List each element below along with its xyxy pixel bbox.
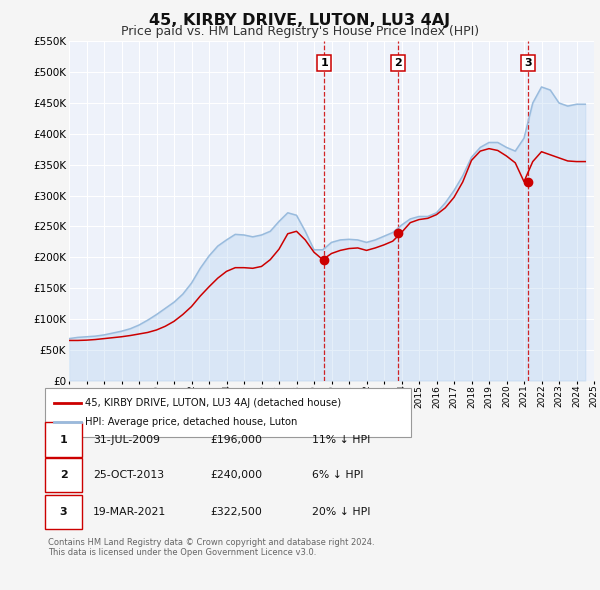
Text: 1: 1 <box>320 58 328 68</box>
Text: HPI: Average price, detached house, Luton: HPI: Average price, detached house, Luto… <box>85 417 298 427</box>
Text: 25-OCT-2013: 25-OCT-2013 <box>93 470 164 480</box>
Text: £240,000: £240,000 <box>210 470 262 480</box>
Text: 19-MAR-2021: 19-MAR-2021 <box>93 507 166 517</box>
Text: Contains HM Land Registry data © Crown copyright and database right 2024.
This d: Contains HM Land Registry data © Crown c… <box>48 538 374 558</box>
Text: 2: 2 <box>60 470 67 480</box>
Text: 6% ↓ HPI: 6% ↓ HPI <box>312 470 364 480</box>
Text: Price paid vs. HM Land Registry's House Price Index (HPI): Price paid vs. HM Land Registry's House … <box>121 25 479 38</box>
Text: 3: 3 <box>524 58 532 68</box>
Text: 20% ↓ HPI: 20% ↓ HPI <box>312 507 371 517</box>
Text: 45, KIRBY DRIVE, LUTON, LU3 4AJ (detached house): 45, KIRBY DRIVE, LUTON, LU3 4AJ (detache… <box>85 398 341 408</box>
Text: £196,000: £196,000 <box>210 435 262 444</box>
Text: 31-JUL-2009: 31-JUL-2009 <box>93 435 160 444</box>
Text: 11% ↓ HPI: 11% ↓ HPI <box>312 435 370 444</box>
Text: 1: 1 <box>60 435 67 444</box>
Text: £322,500: £322,500 <box>210 507 262 517</box>
Text: 3: 3 <box>60 507 67 517</box>
Text: 2: 2 <box>394 58 402 68</box>
Text: 45, KIRBY DRIVE, LUTON, LU3 4AJ: 45, KIRBY DRIVE, LUTON, LU3 4AJ <box>149 13 451 28</box>
